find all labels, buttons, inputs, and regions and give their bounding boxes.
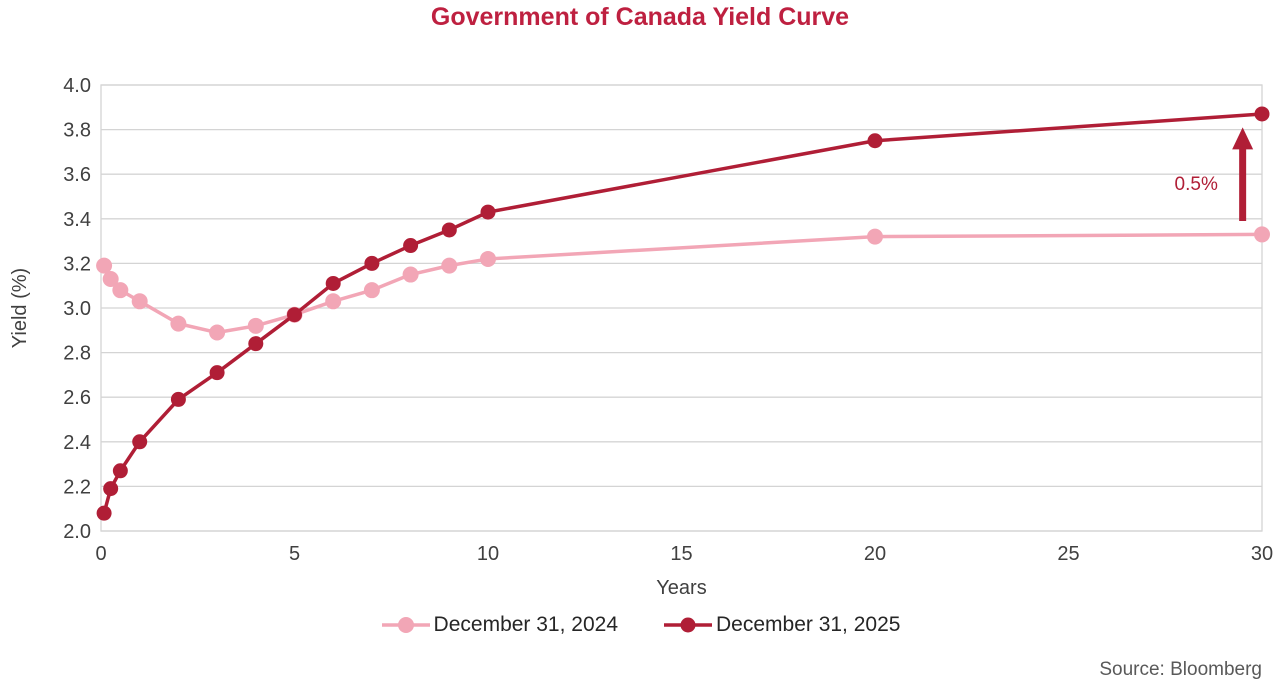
data-point-marker (441, 222, 457, 238)
data-point-marker (325, 293, 342, 310)
x-tick-label: 15 (670, 543, 692, 565)
y-tick-label: 3.6 (63, 164, 91, 186)
x-tick-label: 20 (864, 543, 886, 565)
series-line-dec-2024 (102, 232, 1264, 335)
data-point-marker (170, 315, 187, 332)
y-tick-label: 2.4 (63, 432, 91, 454)
y-tick-label: 3.2 (63, 253, 91, 275)
data-point-marker (403, 238, 419, 254)
data-point-marker (112, 463, 128, 479)
y-tick-label: 2.6 (63, 387, 91, 409)
data-point-marker (112, 282, 129, 299)
data-point-marker (247, 317, 264, 334)
legend-item-dec-2024: December 31, 2024 (380, 613, 618, 637)
legend-label-dec-2024: December 31, 2024 (433, 613, 618, 636)
data-point-marker (867, 133, 883, 149)
y-tick-label: 3.8 (63, 120, 91, 142)
data-point-marker (209, 324, 226, 341)
legend-label-dec-2025: December 31, 2025 (716, 613, 901, 636)
y-tick-label: 3.4 (63, 209, 91, 231)
legend: December 31, 2024 December 31, 2025 (0, 613, 1280, 637)
legend-item-dec-2025: December 31, 2025 (662, 613, 900, 637)
x-tick-label: 25 (1057, 543, 1079, 565)
y-axis-title: Yield (%) (9, 268, 31, 348)
data-point-marker (96, 257, 113, 274)
pink-line-marker-icon (381, 617, 430, 633)
y-tick-label: 3.0 (63, 298, 91, 320)
x-tick-label: 30 (1251, 543, 1273, 565)
x-tick-label: 5 (289, 543, 300, 565)
data-point-marker (96, 505, 112, 521)
chart-title: Government of Canada Yield Curve (430, 3, 850, 31)
source-note: Source: Bloomberg (1099, 659, 1262, 680)
y-tick-label: 4.0 (63, 75, 91, 97)
x-tick-label: 10 (477, 543, 499, 565)
crimson-line-marker-icon (664, 617, 712, 633)
data-point-marker (402, 266, 419, 283)
data-point-marker (1254, 226, 1270, 243)
data-point-marker (103, 481, 119, 497)
data-point-marker (480, 204, 496, 220)
data-point-marker (248, 336, 264, 352)
x-tick-label: 0 (95, 543, 106, 565)
data-point-marker (364, 255, 380, 271)
data-point-marker (209, 365, 225, 381)
data-point-marker (102, 271, 119, 288)
y-tick-label: 2.2 (63, 476, 91, 498)
data-point-marker (1254, 106, 1270, 122)
plot-border (100, 84, 1263, 532)
y-tick-label: 2.0 (63, 521, 91, 543)
increase-arrow-icon (1232, 127, 1254, 150)
data-point-marker (441, 257, 458, 274)
data-point-marker (363, 282, 380, 299)
data-point-marker (287, 307, 302, 323)
x-axis-title: Years (656, 577, 706, 599)
data-point-marker (131, 293, 148, 310)
data-point-marker (132, 434, 148, 450)
data-point-marker (170, 391, 186, 407)
yield-change-annotation: 0.5% (1175, 174, 1218, 195)
data-point-marker (325, 275, 341, 291)
y-tick-label: 2.8 (63, 343, 91, 365)
data-point-marker (867, 228, 883, 245)
data-point-marker (480, 250, 496, 267)
